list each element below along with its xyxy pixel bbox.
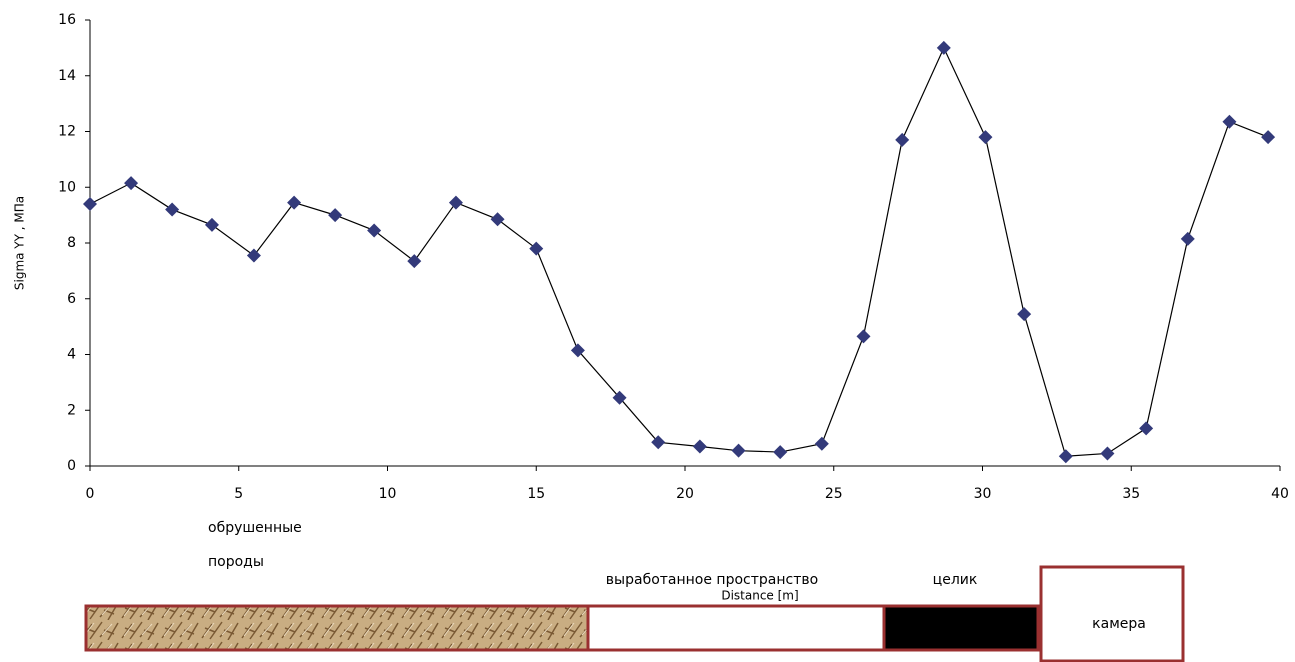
- data-point: [165, 203, 179, 217]
- annotation: камера: [1092, 616, 1146, 632]
- data-point: [1222, 115, 1236, 129]
- data-point: [978, 130, 992, 144]
- data-point: [124, 176, 138, 190]
- x-tick-label: 40: [1271, 486, 1289, 502]
- annotation: породы: [208, 554, 264, 570]
- y-axis-title: Sigma YY , MПa: [13, 196, 27, 290]
- chart: Sigma YY , MПa Distance [m] 0 2 4 6 8 10 12 14 1…: [0, 0, 1295, 662]
- y-tick-label: 16: [58, 12, 76, 28]
- y-tick-label: 12: [58, 124, 76, 140]
- series-line: [90, 48, 1268, 456]
- data-point: [773, 445, 787, 459]
- data-point: [491, 212, 505, 226]
- data-point: [449, 196, 463, 210]
- data-point: [1261, 130, 1275, 144]
- x-tick-label: 30: [974, 486, 992, 502]
- data-point: [247, 249, 261, 263]
- annotation: обрушенные: [208, 520, 302, 536]
- data-point: [205, 218, 219, 232]
- data-point: [895, 133, 909, 147]
- data-point: [693, 439, 707, 453]
- y-tick-label: 2: [67, 402, 76, 418]
- data-point: [1059, 449, 1073, 463]
- x-tick-label: 15: [527, 486, 545, 502]
- y-tick-label: 6: [67, 291, 76, 307]
- annotation: выработанное пространство: [606, 572, 818, 588]
- y-tick-label: 10: [58, 179, 76, 195]
- chamber-block: [1041, 567, 1183, 661]
- annotation: целик: [933, 572, 978, 588]
- data-point: [367, 223, 381, 237]
- y-tick-label: 0: [67, 458, 76, 474]
- data-point: [815, 437, 829, 451]
- x-tick-label: 0: [86, 486, 95, 502]
- data-point: [857, 329, 871, 343]
- data-point: [529, 242, 543, 256]
- x-tick-label: 5: [234, 486, 243, 502]
- data-point: [407, 254, 421, 268]
- x-tick-label: 25: [825, 486, 843, 502]
- y-tick-label: 8: [67, 235, 76, 251]
- data-point: [1100, 446, 1114, 460]
- data-point: [732, 444, 746, 458]
- mined-space-block: [588, 606, 884, 650]
- data-point: [287, 196, 301, 210]
- x-tick-label: 35: [1122, 486, 1140, 502]
- x-tick-label: 20: [676, 486, 694, 502]
- data-point: [328, 208, 342, 222]
- pillar-block: [884, 606, 1038, 650]
- y-tick-label: 4: [67, 347, 76, 363]
- caved-rock-block: [86, 606, 588, 650]
- data-point: [1181, 232, 1195, 246]
- x-tick-label: 10: [379, 486, 397, 502]
- x-axis-title: Distance [m]: [721, 589, 798, 603]
- y-tick-label: 14: [58, 68, 76, 84]
- data-point: [937, 41, 951, 55]
- data-point: [1139, 421, 1153, 435]
- data-point: [83, 197, 97, 211]
- data-point: [1017, 307, 1031, 321]
